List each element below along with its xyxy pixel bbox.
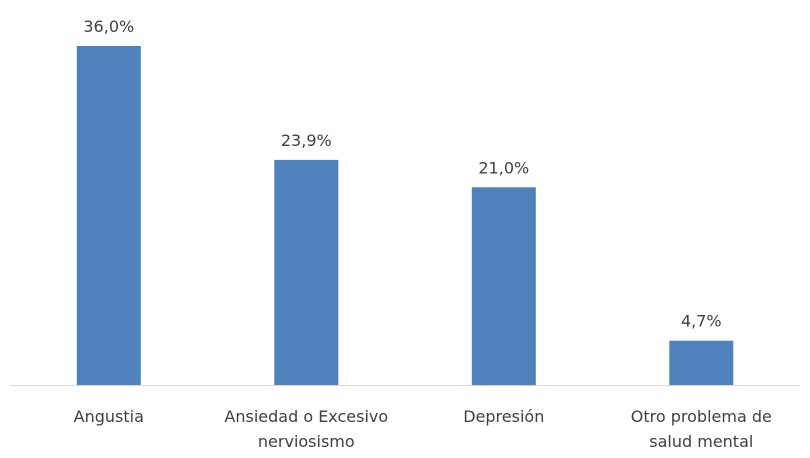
category-label-1: Angustia: [74, 407, 144, 426]
data-label-4: 4,7%: [681, 312, 722, 331]
category-label-line: Angustia: [74, 407, 144, 426]
data-labels-group: 36,0% 23,9% 21,0% 4,7%: [83, 17, 721, 331]
category-labels-group: Angustia Ansiedad o Excesivo nerviosismo De…: [74, 407, 772, 451]
category-label-4: Otro problema de salud mental: [631, 407, 772, 451]
bar-2: [274, 159, 339, 385]
data-label-1: 36,0%: [83, 17, 134, 36]
category-label-line: Otro problema de: [631, 407, 772, 426]
category-label-2: Ansiedad o Excesivo nerviosismo: [224, 407, 388, 451]
category-label-line: Depresión: [463, 407, 544, 426]
bars-group: [76, 46, 734, 386]
bar-3: [471, 187, 536, 386]
category-label-line: nerviosismo: [258, 432, 355, 451]
data-label-2: 23,9%: [281, 131, 332, 150]
category-label-line: Ansiedad o Excesivo: [224, 407, 388, 426]
data-label-3: 21,0%: [478, 158, 529, 177]
category-label-line: salud mental: [649, 432, 753, 451]
bar-1: [76, 46, 141, 385]
category-label-3: Depresión: [463, 407, 544, 426]
bar-4: [669, 340, 734, 385]
